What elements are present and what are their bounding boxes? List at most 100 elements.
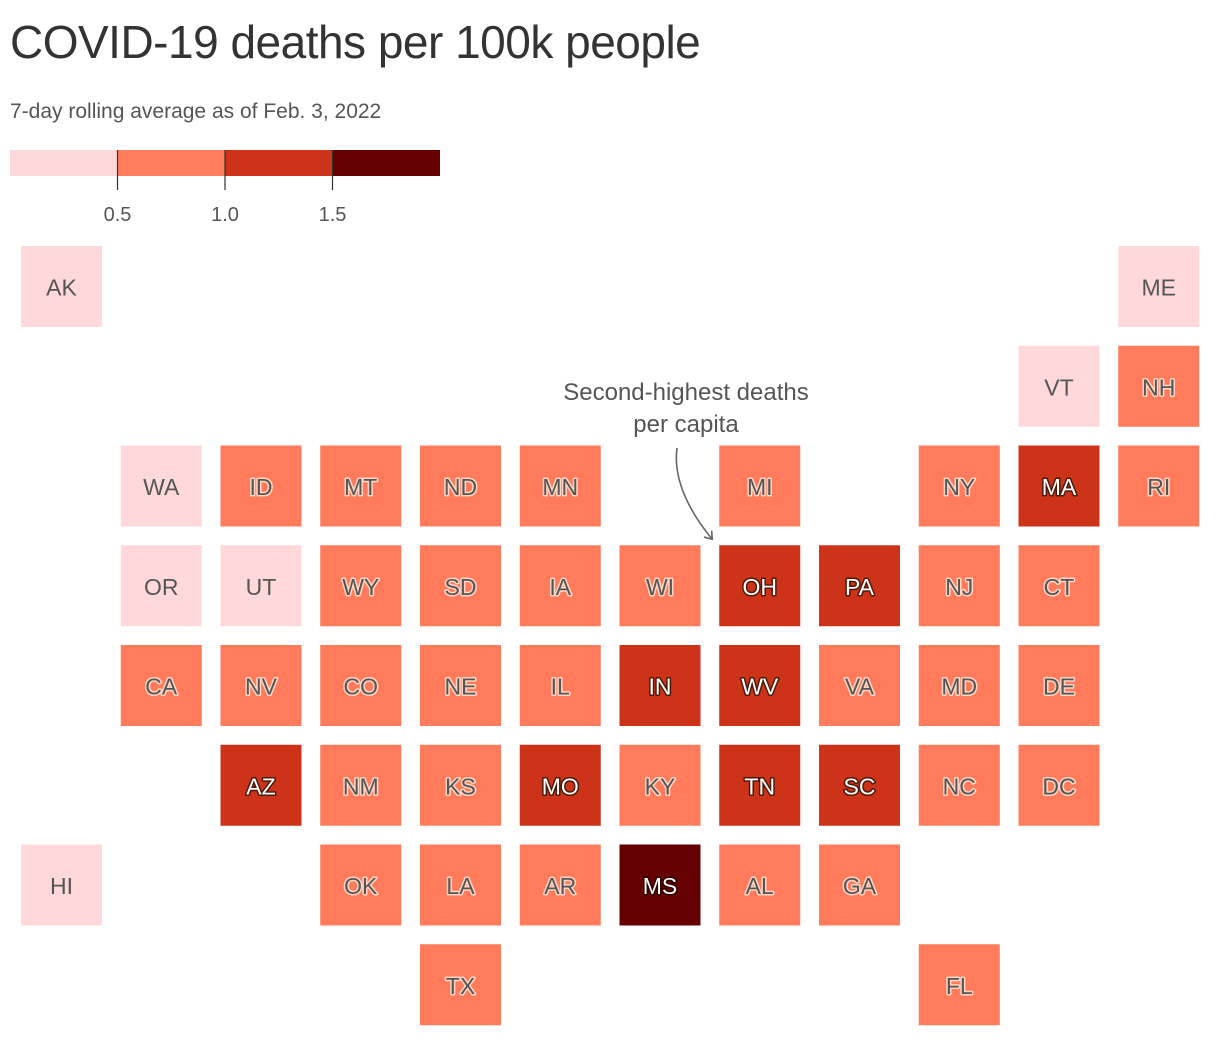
state-tile-label: HI: [50, 873, 73, 899]
state-tile-label: NC: [943, 773, 976, 799]
legend-tick-label: 1.0: [211, 204, 239, 226]
state-tile-rect: [120, 545, 202, 627]
state-tile-mi: MI: [719, 445, 801, 527]
state-tile-id: ID: [220, 445, 302, 527]
state-tile-label: OR: [144, 574, 179, 600]
chart-subtitle: 7-day rolling average as of Feb. 3, 2022: [10, 100, 382, 123]
annotation-text-line: Second-highest deaths: [563, 379, 809, 406]
state-tile-rect: [120, 445, 202, 527]
state-tile-label: MN: [542, 474, 578, 500]
state-tile-rect: [320, 844, 402, 926]
state-tile-rect: [220, 645, 302, 726]
state-tile-rect: [320, 445, 402, 527]
state-tile-ct: CT: [1018, 545, 1100, 627]
state-tile-rect: [1118, 445, 1200, 527]
state-tile-rect: [320, 645, 402, 726]
state-tile-rect: [1018, 744, 1100, 826]
state-tile-rect: [719, 744, 801, 826]
state-tile-nj: NJ: [918, 545, 1000, 627]
state-tile-rect: [719, 844, 801, 926]
state-tile-label: MO: [542, 773, 579, 799]
state-tile-label: DC: [1042, 773, 1075, 799]
state-tile-rect: [420, 844, 501, 926]
state-tile-rect: [1118, 345, 1200, 427]
state-tile-label: ND: [444, 474, 477, 500]
state-tile-nd: ND: [420, 445, 501, 527]
state-tile-label: AZ: [246, 773, 275, 799]
state-tile-label: OH: [743, 574, 778, 600]
legend-swatch-1: [117, 150, 225, 176]
state-tile-sd: SD: [420, 545, 501, 627]
state-tile-label: KY: [645, 773, 676, 799]
state-tile-fl: FL: [918, 944, 1000, 1026]
state-tile-rect: [220, 545, 302, 627]
state-tile-me: ME: [1118, 246, 1200, 327]
state-tile-az: AZ: [220, 744, 302, 826]
state-tile-md: MD: [918, 645, 1000, 726]
state-tile-label: AK: [46, 275, 77, 301]
state-tile-label: CO: [344, 674, 379, 700]
state-tile-label: PA: [845, 574, 875, 600]
legend-swatch-0: [10, 150, 118, 176]
state-tile-label: ID: [250, 474, 273, 500]
state-tile-il: IL: [519, 645, 601, 726]
state-tile-rect: [519, 445, 601, 527]
state-tile-ne: NE: [420, 645, 501, 726]
state-tile-label: NJ: [945, 574, 973, 600]
state-tile-ut: UT: [220, 545, 302, 627]
legend-swatch-3: [332, 150, 440, 176]
state-tile-label: TN: [744, 773, 775, 799]
state-tile-rect: [619, 844, 701, 926]
state-tile-rect: [918, 445, 1000, 527]
state-tile-rect: [220, 744, 302, 826]
state-tile-ak: AK: [21, 246, 102, 327]
state-tile-la: LA: [420, 844, 501, 926]
state-tile-wa: WA: [120, 445, 202, 527]
state-tile-label: NH: [1142, 374, 1175, 400]
chart-title: COVID-19 deaths per 100k people: [10, 16, 701, 68]
state-tile-rect: [619, 744, 701, 826]
state-tile-label: GA: [843, 873, 877, 899]
state-tile-wv: WV: [719, 645, 801, 726]
state-tile-label: NE: [445, 674, 477, 700]
color-legend: 0.5 1.0 1.5: [10, 150, 440, 226]
state-tile-oh: OH: [719, 545, 801, 627]
state-tile-label: AL: [746, 873, 774, 899]
state-tile-label: MA: [1042, 474, 1077, 500]
state-tile-rect: [420, 645, 501, 726]
annotation-arrow: [675, 447, 714, 541]
state-tile-rect: [719, 645, 801, 726]
state-tile-rect: [420, 744, 501, 826]
state-tile-rect: [819, 645, 900, 726]
state-tile-nm: NM: [320, 744, 402, 826]
state-tile-label: CT: [1044, 574, 1075, 600]
state-tile-rect: [918, 545, 1000, 627]
state-tile-wi: WI: [619, 545, 701, 627]
state-tile-label: MT: [344, 474, 377, 500]
state-tile-label: OK: [344, 873, 378, 899]
state-tile-mt: MT: [320, 445, 402, 527]
state-tile-label: IA: [549, 574, 571, 600]
state-tile-label: VA: [845, 674, 875, 700]
state-tile-ga: GA: [819, 844, 900, 926]
state-tile-rect: [21, 246, 102, 327]
state-tile-ky: KY: [619, 744, 701, 826]
state-tile-label: WV: [741, 674, 779, 700]
legend-tick-label: 1.5: [319, 204, 347, 226]
state-tile-hi: HI: [21, 844, 102, 926]
state-tile-mo: MO: [519, 744, 601, 826]
state-tile-rect: [619, 545, 701, 627]
state-tile-label: NM: [343, 773, 379, 799]
state-tile-ok: OK: [320, 844, 402, 926]
state-tile-label: DE: [1043, 674, 1075, 700]
state-tile-rect: [1018, 645, 1100, 726]
state-tile-pa: PA: [819, 545, 900, 627]
state-tile-in: IN: [619, 645, 701, 726]
state-tile-label: NV: [245, 674, 278, 700]
annotation: Second-highest deaths per capita: [563, 379, 809, 541]
state-tile-tx: TX: [420, 944, 501, 1026]
state-tile-rect: [420, 944, 501, 1026]
state-tile-rect: [1018, 345, 1100, 427]
state-tile-nv: NV: [220, 645, 302, 726]
state-tile-label: SC: [844, 773, 876, 799]
